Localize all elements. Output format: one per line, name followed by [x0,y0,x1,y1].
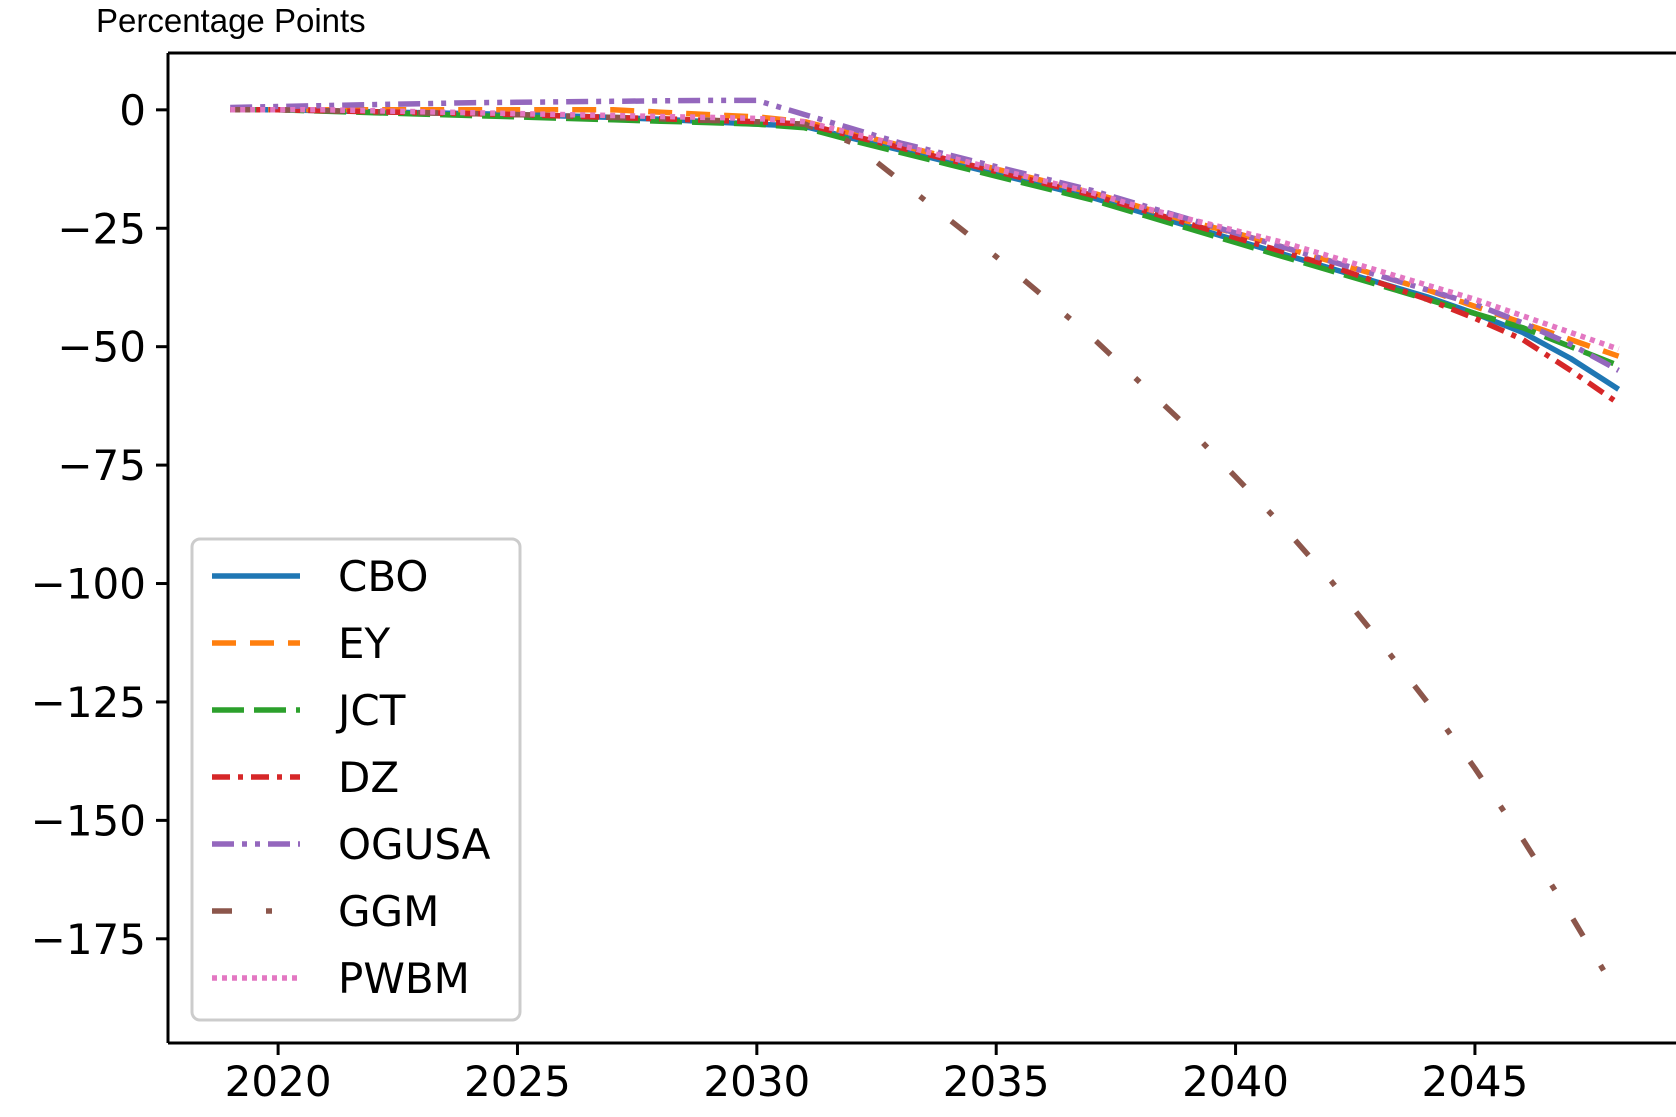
x-tick-label-2020: 2020 [225,1057,332,1106]
y-tick-label-3: −75 [57,441,146,490]
series-line-ogusa [230,97,1620,373]
legend-label-pwbm: PWBM [338,954,470,1003]
y-tick-label-1: −25 [57,204,146,253]
legend: CBO EY JCT DZ OGUSA GGM PWBM [190,537,522,1022]
y-tick-label-0: 0 [119,86,146,135]
series-line-ey [230,107,1620,359]
legend-label-cbo: CBO [338,552,428,601]
x-tick-label-2025: 2025 [464,1057,571,1106]
legend-label-ey: EY [338,619,391,668]
y-tick-label-7: −175 [31,915,146,964]
legend-label-dz: DZ [338,753,399,802]
x-tick-label-2045: 2045 [1421,1057,1528,1106]
series-line-jct [230,107,1620,369]
x-tick-label-2035: 2035 [943,1057,1050,1106]
y-tick-label-6: −150 [31,796,146,845]
x-tick-label-2030: 2030 [703,1057,810,1106]
series-line-dz [230,107,1621,406]
legend-label-jct: JCT [335,686,406,735]
series-line-ggm [230,107,1621,998]
y-tick-label-4: −100 [31,560,146,609]
series-line-pwbm [230,107,1620,352]
x-tick-label-2040: 2040 [1182,1057,1289,1106]
series-lines [230,97,1621,998]
y-axis-unit-label: Percentage Points [96,2,366,39]
legend-label-ogusa: OGUSA [338,820,491,869]
y-tick-label-5: −125 [31,678,146,727]
legend-label-ggm: GGM [338,887,439,936]
y-tick-label-2: −50 [57,323,146,372]
legend-box [190,537,522,1022]
